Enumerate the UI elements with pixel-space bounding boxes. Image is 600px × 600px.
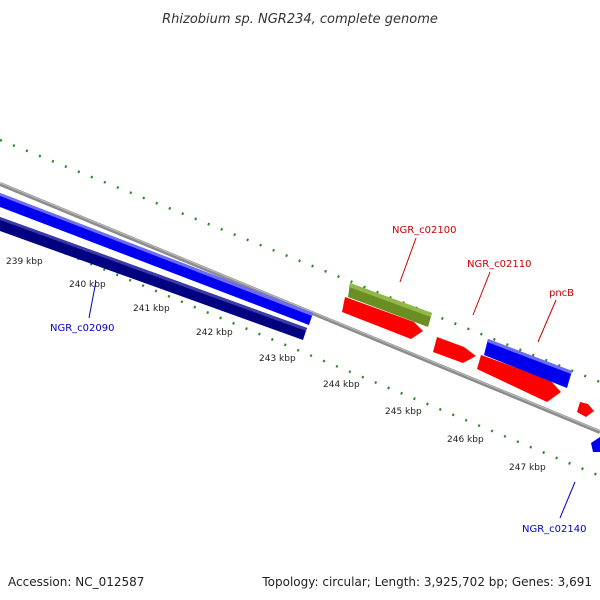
tick-label: 246 kbp [447, 435, 484, 445]
gene-arrow-forward-4[interactable] [577, 402, 594, 417]
gene-arrow-forward-1[interactable] [342, 297, 423, 339]
pointer-ngr-c02090 [88, 280, 97, 319]
gene-arrow-reverse-edge[interactable] [591, 437, 600, 452]
tick-label: 241 kbp [133, 304, 170, 314]
gene-feature-highlight [0, 193, 313, 316]
pointer-ngr-c02100 [399, 237, 417, 283]
gene-label-ngr-c02140[interactable]: NGR_c02140 [522, 524, 587, 535]
pointer-ngr-c02110 [472, 271, 491, 316]
tick-label: 242 kbp [196, 328, 233, 338]
map-title: Rhizobium sp. NGR234, complete genome [162, 12, 438, 27]
gene-feature-highlight [349, 283, 432, 317]
gene-feature-reverse-short[interactable] [484, 339, 572, 388]
pointer-pncb [537, 299, 557, 343]
gene-arrow-forward-3[interactable] [477, 355, 561, 402]
tick-label: 244 kbp [323, 380, 360, 390]
gene-label-ngr-c02090[interactable]: NGR_c02090 [50, 323, 115, 334]
tick-label: 240 kbp [69, 280, 106, 290]
outer-dotted-ring [0, 138, 600, 384]
gene-label-ngr-c02110[interactable]: NGR_c02110 [467, 259, 532, 270]
gene-feature-highlight [487, 339, 572, 374]
genome-backbone [0, 182, 600, 434]
accession-text: Accession: NC_012587 [8, 575, 144, 589]
gene-feature-highlight [0, 217, 307, 331]
tick-label: 245 kbp [385, 407, 422, 417]
topology-text: Topology: circular; Length: 3,925,702 bp… [261, 575, 592, 589]
pointer-ngr-c02140 [559, 481, 576, 519]
gene-label-ngr-c02100[interactable]: NGR_c02100 [392, 225, 457, 236]
tick-label: 239 kbp [6, 257, 43, 267]
tick-label: 243 kbp [259, 354, 296, 364]
gene-arrow-forward-2[interactable] [433, 337, 476, 363]
tick-label: 247 kbp [509, 463, 546, 473]
gene-label-pncb[interactable]: pncB [549, 288, 574, 299]
